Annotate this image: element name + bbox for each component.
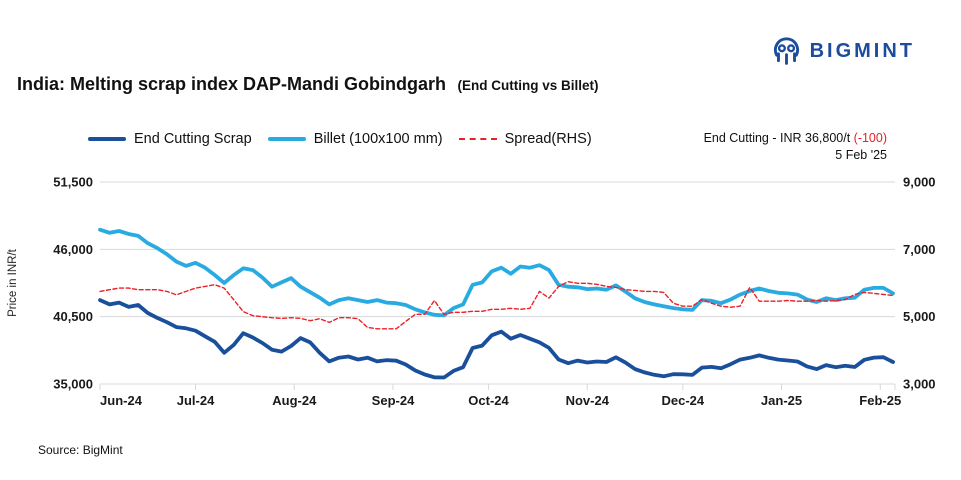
end-cutting-line bbox=[98, 298, 895, 380]
y-axis-tick-label-right: 7,000 bbox=[903, 242, 936, 257]
y-axis-tick-label-left: 51,500 bbox=[53, 175, 93, 190]
x-axis-tick-label: Sep-24 bbox=[372, 393, 415, 408]
billet-line bbox=[98, 227, 895, 318]
bigmint-logo-icon bbox=[773, 37, 799, 65]
source-note: Source: BigMint bbox=[38, 443, 123, 457]
x-axis-tick-label: Jan-25 bbox=[761, 393, 802, 408]
chart-legend: End Cutting Scrap Billet (100x100 mm) Sp… bbox=[88, 131, 592, 147]
y-axis-tick-label-left: 40,500 bbox=[53, 309, 93, 324]
chart-title-main: India: Melting scrap index DAP-Mandi Gob… bbox=[17, 74, 447, 94]
chart-title-sub: (End Cutting vs Billet) bbox=[457, 78, 599, 93]
bigmint-logo-text: BIGMINT bbox=[809, 40, 915, 62]
latest-price-annotation: End Cutting - INR 36,800/t (-100) 5 Feb … bbox=[704, 130, 887, 165]
x-axis-tick-label: Feb-25 bbox=[859, 393, 901, 408]
latest-price-line: End Cutting - INR 36,800/t (-100) bbox=[704, 130, 887, 147]
price-change-badge: (-100) bbox=[853, 131, 887, 145]
x-axis-tick-label: Nov-24 bbox=[566, 393, 610, 408]
y-axis-tick-label-left: 35,000 bbox=[53, 377, 93, 392]
chart-title: India: Melting scrap index DAP-Mandi Gob… bbox=[17, 74, 598, 95]
y-axis-tick-label-right: 5,000 bbox=[903, 309, 936, 324]
y-axis-title: Price in INR/t bbox=[7, 248, 19, 317]
latest-price-date: 5 Feb '25 bbox=[835, 148, 887, 163]
x-axis-tick-label: Aug-24 bbox=[272, 393, 317, 408]
end-cutting-line-swatch bbox=[88, 137, 126, 141]
latest-price-text: End Cutting - INR 36,800/t bbox=[703, 131, 851, 145]
legend-label-spread: Spread(RHS) bbox=[504, 131, 592, 147]
legend-item-billet: Billet (100x100 mm) bbox=[267, 131, 443, 147]
billet-line-swatch bbox=[267, 137, 306, 141]
x-axis-tick-label: Jul-24 bbox=[177, 393, 215, 408]
spread-line-swatch bbox=[458, 138, 497, 140]
spread-line bbox=[99, 281, 894, 330]
y-axis-tick-label-left: 46,000 bbox=[53, 242, 93, 257]
legend-item-spread: Spread(RHS) bbox=[458, 131, 592, 147]
x-axis-tick-label: Oct-24 bbox=[468, 393, 509, 408]
bigmint-logo: BIGMINT bbox=[771, 36, 915, 67]
y-axis-tick-label-right: 9,000 bbox=[903, 175, 936, 190]
x-axis-tick-label: Dec-24 bbox=[661, 393, 704, 408]
x-axis-tick-label: Jun-24 bbox=[100, 393, 143, 408]
y-axis-tick-label-right: 3,000 bbox=[903, 377, 936, 392]
legend-item-end-cutting: End Cutting Scrap bbox=[88, 131, 252, 147]
legend-label-end-cutting: End Cutting Scrap bbox=[134, 131, 252, 147]
legend-label-billet: Billet (100x100 mm) bbox=[313, 131, 443, 147]
